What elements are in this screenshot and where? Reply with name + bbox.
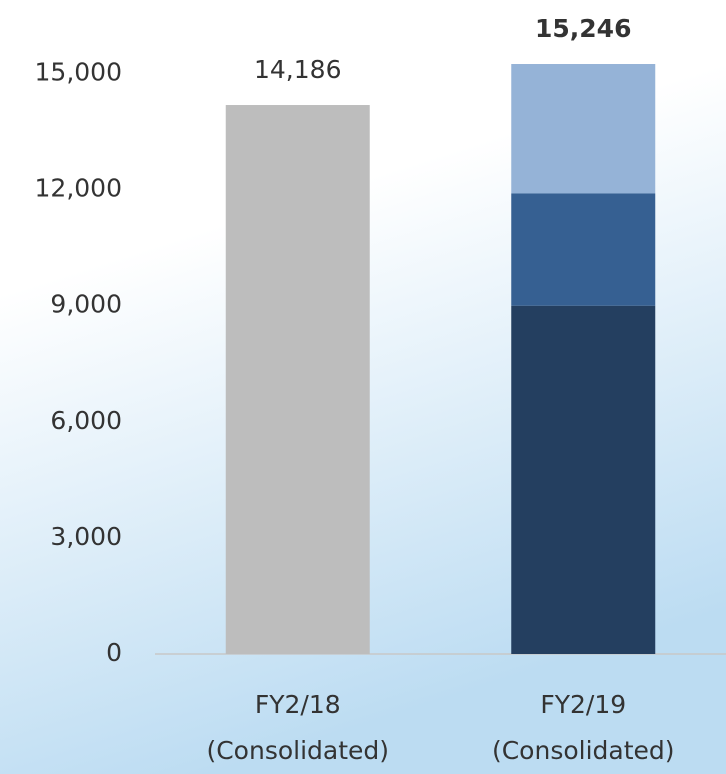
total-label: 15,246	[535, 14, 631, 43]
x-tick-label: FY2/19	[540, 690, 626, 719]
bar-segment	[511, 64, 656, 194]
bar-segment	[225, 105, 370, 655]
y-tick-label: 15,000	[35, 58, 122, 87]
bar-segment	[511, 193, 656, 306]
x-tick-sublabel: (Consolidated)	[206, 736, 389, 765]
y-tick-label: 6,000	[50, 406, 122, 435]
x-tick-sublabel: (Consolidated)	[492, 736, 675, 765]
total-label: 14,186	[254, 55, 341, 84]
x-tick-label: FY2/18	[255, 690, 341, 719]
y-tick-label: 12,000	[35, 174, 122, 203]
y-tick-label: 0	[106, 638, 122, 667]
y-tick-label: 9,000	[50, 290, 122, 319]
y-tick-label: 3,000	[50, 522, 122, 551]
bar-segment	[511, 305, 656, 654]
